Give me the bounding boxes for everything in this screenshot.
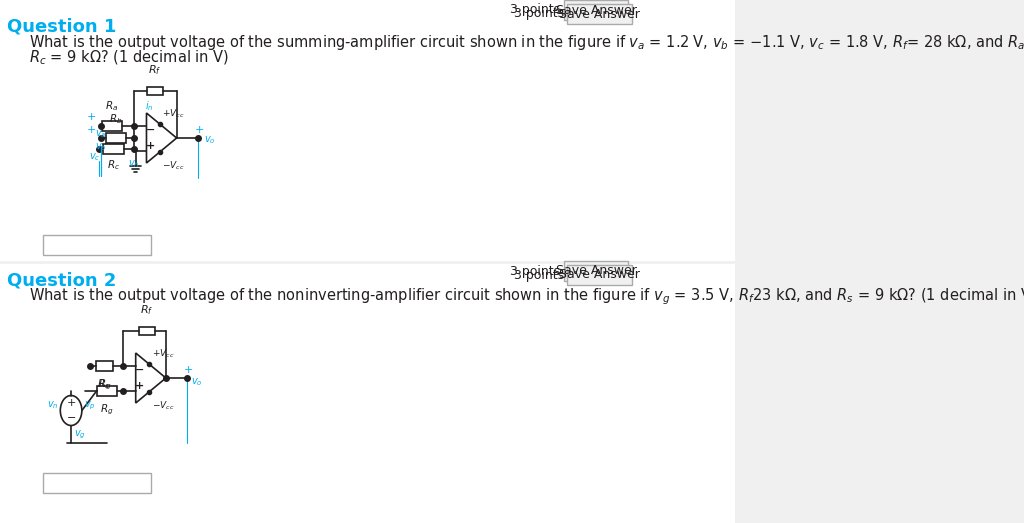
Text: What is the output voltage of the noninverting-amplifier circuit shown in the fi: What is the output voltage of the noninv… bbox=[29, 286, 1024, 306]
Text: $R_f$: $R_f$ bbox=[140, 303, 154, 317]
Text: $v_o$: $v_o$ bbox=[191, 376, 203, 388]
Text: +: + bbox=[184, 365, 194, 375]
Text: Question 2: Question 2 bbox=[7, 271, 117, 289]
Bar bbox=[43, 473, 151, 493]
Text: $R_g$: $R_g$ bbox=[100, 403, 114, 417]
Text: $i_n$: $i_n$ bbox=[145, 100, 154, 113]
Text: −: − bbox=[67, 413, 76, 423]
Bar bbox=[567, 265, 632, 285]
Text: 3 points: 3 points bbox=[513, 268, 563, 281]
Text: −: − bbox=[145, 124, 155, 134]
Text: $R_f$: $R_f$ bbox=[148, 63, 162, 77]
Text: $R_b$: $R_b$ bbox=[109, 112, 122, 126]
Circle shape bbox=[60, 395, 82, 426]
Bar bbox=[103, 143, 124, 153]
Text: $v_o$: $v_o$ bbox=[204, 134, 215, 146]
Text: 3 points: 3 points bbox=[513, 7, 563, 20]
Text: $v_g$: $v_g$ bbox=[74, 428, 86, 441]
Text: $-V_{cc}$: $-V_{cc}$ bbox=[152, 400, 174, 413]
Text: +: + bbox=[195, 125, 205, 135]
Text: +: + bbox=[135, 381, 144, 391]
Text: +: + bbox=[86, 112, 96, 122]
Text: Save Answer: Save Answer bbox=[559, 268, 640, 281]
Bar bbox=[563, 261, 629, 281]
Bar bbox=[105, 133, 126, 143]
Text: $v_n$: $v_n$ bbox=[128, 158, 140, 170]
Text: 3 points: 3 points bbox=[510, 4, 560, 17]
Text: Save Answer: Save Answer bbox=[556, 4, 636, 17]
Polygon shape bbox=[136, 353, 166, 403]
Text: $v_n$: $v_n$ bbox=[46, 400, 58, 412]
Bar bbox=[147, 87, 163, 95]
Bar bbox=[0, 0, 735, 262]
Text: $R_g$: $R_g$ bbox=[98, 378, 112, 392]
Text: −: − bbox=[134, 365, 144, 374]
Text: $v_b$: $v_b$ bbox=[95, 141, 108, 153]
Bar bbox=[102, 120, 122, 131]
Text: +: + bbox=[86, 125, 96, 135]
Text: 3 points: 3 points bbox=[510, 265, 560, 278]
Bar bbox=[563, 0, 629, 20]
Text: +: + bbox=[67, 399, 76, 408]
Text: $v_c$: $v_c$ bbox=[89, 152, 100, 163]
Text: Save Answer: Save Answer bbox=[559, 7, 640, 20]
Text: $R_c$ = 9 kΩ? (1 decimal in V): $R_c$ = 9 kΩ? (1 decimal in V) bbox=[29, 49, 229, 67]
Bar bbox=[139, 327, 155, 335]
Text: $+V_{cc}$: $+V_{cc}$ bbox=[152, 347, 174, 360]
Text: $v_a$: $v_a$ bbox=[95, 129, 106, 140]
Bar bbox=[43, 235, 151, 255]
Text: +: + bbox=[145, 141, 155, 151]
Bar bbox=[96, 360, 114, 370]
Text: $R_s$: $R_s$ bbox=[97, 378, 110, 391]
Text: What is the output voltage of the summing-amplifier circuit shown in the figure : What is the output voltage of the summin… bbox=[29, 33, 1024, 52]
Text: $R_a$: $R_a$ bbox=[105, 100, 119, 113]
Bar bbox=[97, 385, 117, 395]
Text: $R_c$: $R_c$ bbox=[106, 158, 120, 172]
Bar bbox=[0, 262, 735, 523]
Text: $-V_{cc}$: $-V_{cc}$ bbox=[162, 160, 185, 173]
Text: $v_p$: $v_p$ bbox=[84, 399, 96, 412]
Polygon shape bbox=[146, 113, 176, 163]
Text: Question 1: Question 1 bbox=[7, 18, 117, 36]
Text: Save Answer: Save Answer bbox=[556, 265, 636, 278]
Bar bbox=[567, 4, 632, 24]
Text: $+V_{cc}$: $+V_{cc}$ bbox=[162, 108, 185, 120]
